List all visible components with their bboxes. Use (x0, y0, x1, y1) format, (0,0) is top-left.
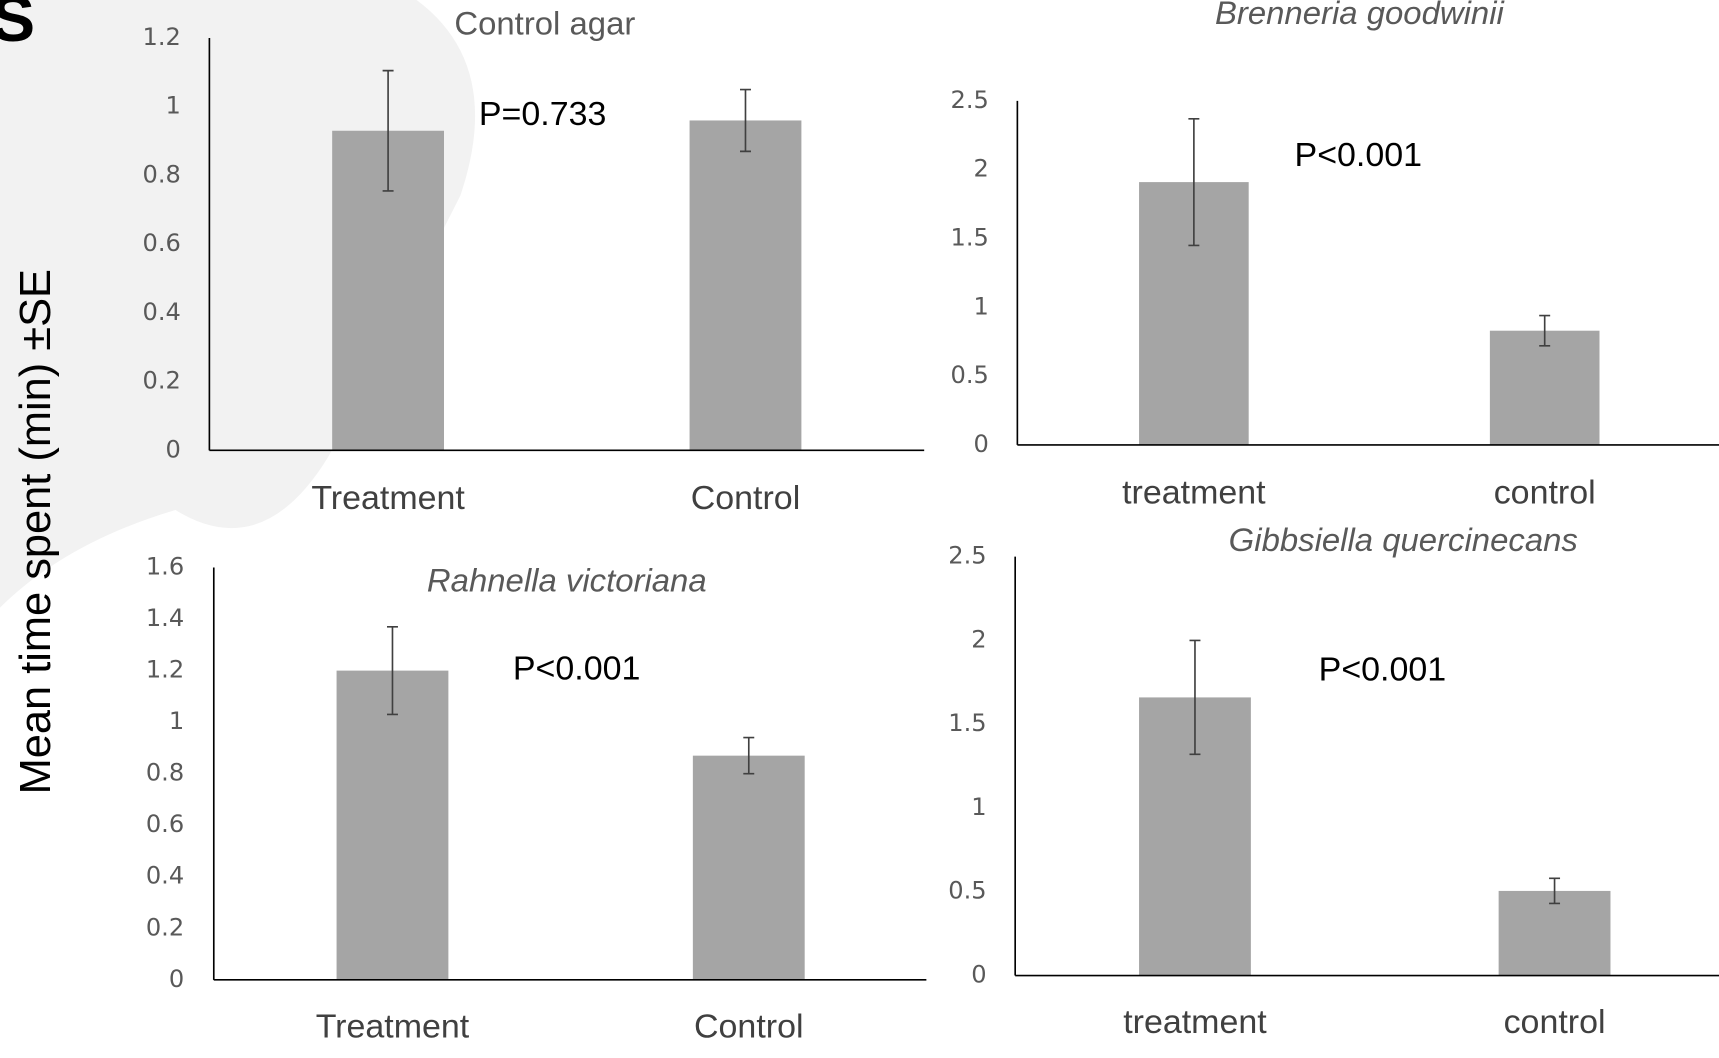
y-tick-label: 1.6 (146, 553, 184, 581)
y-tick-label: 0 (166, 435, 181, 463)
y-tick-label: 2.5 (951, 86, 989, 114)
bar (693, 756, 805, 980)
annotation: P<0.001 (1319, 651, 1447, 689)
chart-title: Rahnella victoriana (427, 561, 707, 598)
y-tick-label: 2 (974, 155, 989, 183)
y-tick-label: 0.2 (143, 367, 181, 395)
y-tick-label: 1.5 (951, 224, 989, 252)
y-tick-label: 0.5 (951, 361, 989, 389)
x-tick-label: Treatment (311, 479, 465, 517)
chart-title: Gibbsiella quercinecans (1229, 521, 1578, 558)
y-tick-label: 1.5 (948, 709, 986, 737)
x-tick-label: treatment (1122, 474, 1266, 512)
annotation: P<0.001 (513, 650, 641, 688)
bar (1490, 331, 1600, 445)
y-tick-label: 1.2 (143, 23, 181, 51)
annotation: P=0.733 (479, 95, 607, 133)
annotation: P<0.001 (1295, 136, 1423, 174)
x-tick-label: control (1494, 474, 1596, 512)
y-tick-label: 0.6 (146, 810, 184, 838)
x-tick-label: treatment (1123, 1003, 1267, 1041)
y-tick-label: 0.6 (143, 229, 181, 257)
y-tick-label: 1.4 (146, 604, 184, 632)
y-tick-label: 1 (971, 793, 986, 821)
figure: S Mean time spent (min) ±SE Control agar… (0, 0, 1719, 1058)
y-tick-label: 1.2 (146, 656, 184, 684)
y-tick-label: 0.2 (146, 913, 184, 941)
y-tick-label: 0.8 (143, 161, 181, 189)
chart-title: Control agar (454, 5, 635, 42)
bar (690, 120, 802, 450)
x-tick-label: Control (691, 479, 801, 517)
y-tick-label: 1 (166, 92, 181, 120)
y-tick-label: 0.8 (146, 759, 184, 787)
y-tick-label: 1 (974, 292, 989, 320)
y-tick-label: 0.5 (948, 877, 986, 905)
y-tick-label: 2.5 (948, 542, 986, 570)
x-tick-label: Treatment (316, 1008, 470, 1046)
y-tick-label: 0.4 (143, 298, 181, 326)
y-tick-label: 0 (971, 961, 986, 989)
bar (337, 671, 449, 980)
panel-label: S (0, 0, 35, 55)
x-tick-label: Control (694, 1008, 804, 1046)
y-tick-label: 0 (974, 430, 989, 458)
y-tick-label: 2 (971, 626, 986, 654)
y-axis-label: Mean time spent (min) ±SE (12, 269, 60, 794)
chart-title: Brenneria goodwinii (1215, 0, 1505, 31)
y-tick-label: 1 (169, 707, 184, 735)
y-tick-label: 0 (169, 965, 184, 993)
y-tick-label: 0.4 (146, 862, 184, 890)
x-tick-label: control (1504, 1003, 1606, 1041)
